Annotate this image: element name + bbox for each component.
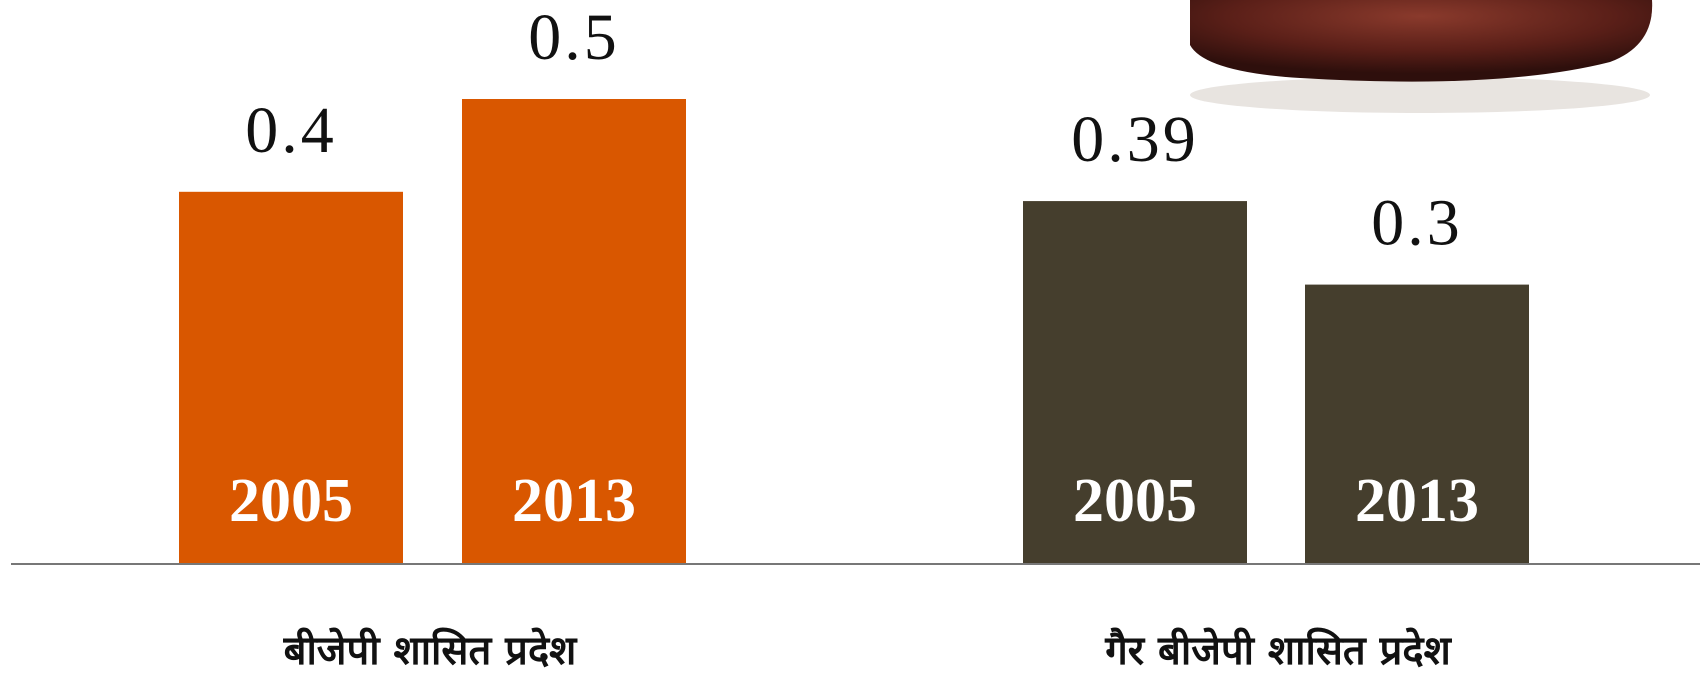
value-label: 0.3 bbox=[1371, 187, 1463, 260]
value-label: 0.4 bbox=[245, 94, 337, 167]
chart: 0.4 2005 0.5 2013 बीजेपी शासित प्रदेश 0.39 200… bbox=[0, 0, 1700, 673]
group-label: गैर बीजेपी शासित प्रदेश bbox=[1104, 627, 1452, 673]
group-label: बीजेपी शासित प्रदेश bbox=[283, 627, 579, 673]
year-label: 2005 bbox=[229, 467, 353, 535]
year-label: 2013 bbox=[1355, 467, 1479, 535]
year-label: 2013 bbox=[512, 467, 636, 535]
value-label: 0.39 bbox=[1071, 103, 1199, 176]
value-label: 0.5 bbox=[528, 1, 620, 74]
gavel-decoration bbox=[1190, 0, 1652, 113]
year-label: 2005 bbox=[1073, 467, 1197, 535]
